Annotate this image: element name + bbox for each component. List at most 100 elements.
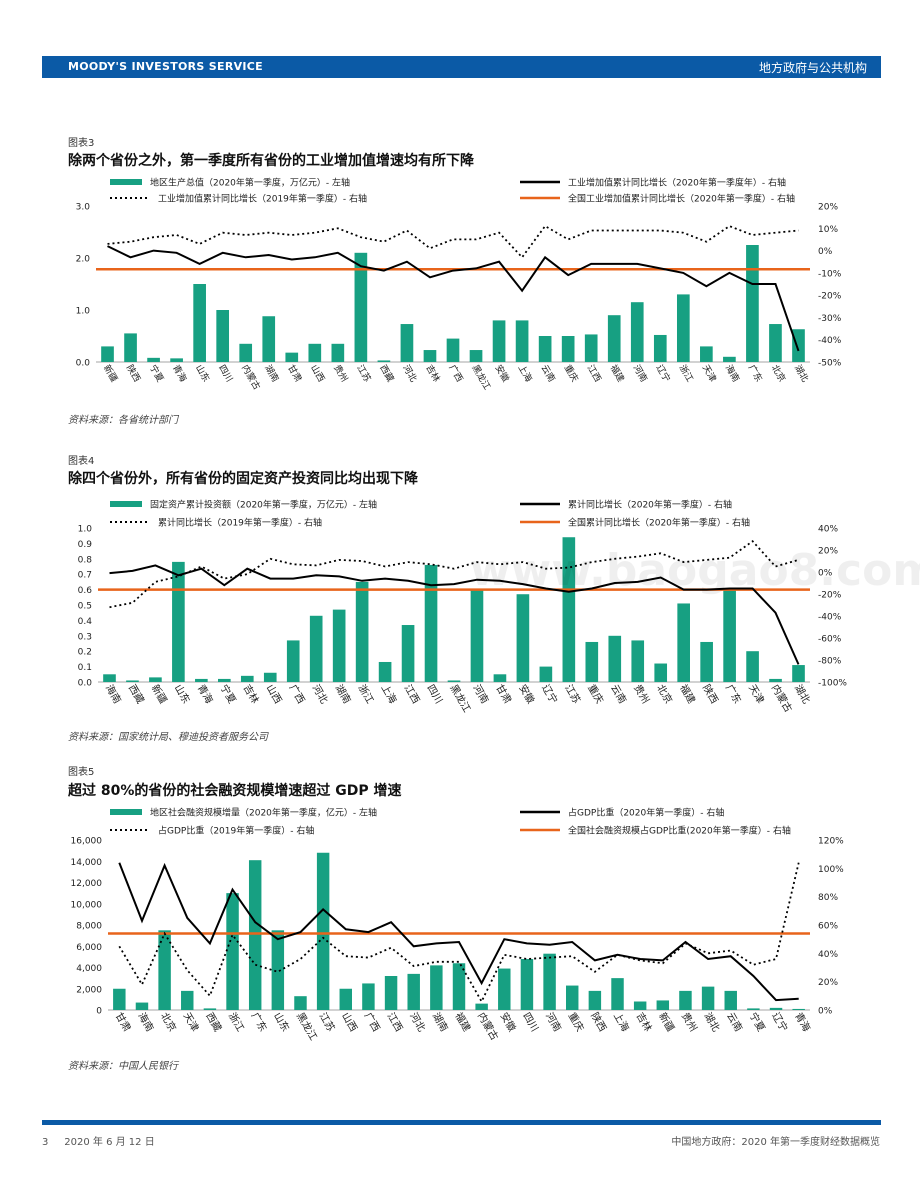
- y-right-tick-label: -100%: [818, 679, 847, 689]
- page-number: 3: [42, 1137, 49, 1148]
- bar-安徽: [498, 968, 511, 1010]
- x-tick-label-福建: 福建: [452, 1010, 473, 1034]
- bar-陕西: [700, 641, 713, 682]
- bar-上海: [515, 320, 529, 362]
- bar-青海: [170, 358, 183, 362]
- bar-河北: [400, 324, 414, 362]
- x-tick-label-贵州: 贵州: [331, 363, 350, 385]
- bar-四川: [424, 564, 438, 682]
- bar-湖北: [792, 665, 805, 682]
- bar-湖南: [332, 609, 346, 682]
- x-tick-label-贵州: 贵州: [631, 682, 652, 706]
- bar-西藏: [126, 680, 139, 682]
- y-left-tick-label: 16,000: [71, 837, 103, 847]
- x-tick-label-内蒙古: 内蒙古: [769, 682, 795, 714]
- bar-辽宁: [769, 1007, 783, 1010]
- bar-贵州: [331, 343, 345, 362]
- bar-重庆: [565, 985, 579, 1010]
- y-left-tick-label: 10,000: [71, 900, 103, 910]
- x-tick-label-天津: 天津: [181, 1011, 201, 1034]
- x-tick-label-浙江: 浙江: [356, 683, 376, 706]
- y-right-tick-label: -80%: [818, 657, 842, 667]
- bar-江西: [401, 625, 415, 682]
- bar-吉林: [633, 1001, 647, 1010]
- x-tick-label-吉林: 吉林: [423, 363, 442, 385]
- bar-北京: [158, 930, 171, 1010]
- bar-湖南: [262, 316, 276, 362]
- bar-河北: [309, 615, 323, 682]
- x-tick-label-河北: 河北: [310, 683, 330, 706]
- x-tick-label-河北: 河北: [407, 1011, 427, 1034]
- x-tick-label-黑龙江: 黑龙江: [447, 682, 473, 714]
- bar-广西: [286, 640, 300, 682]
- bar-天津: [181, 990, 194, 1010]
- bar-吉林: [240, 675, 254, 682]
- bar-海南: [103, 674, 116, 682]
- x-tick-label-重庆: 重庆: [566, 1010, 587, 1034]
- x-tick-label-湖北: 湖北: [792, 683, 812, 706]
- bar-浙江: [355, 581, 369, 682]
- y-right-tick-label: -20%: [818, 292, 842, 302]
- bar-新疆: [149, 677, 162, 682]
- legend-bar-label: 地区社会融资规模增量（2020年第一季度，亿元）- 左轴: [150, 807, 377, 819]
- publish-date: 2020 年 6 月 12 日: [64, 1137, 155, 1148]
- section-title: 地方政府与公共机构: [758, 61, 867, 75]
- x-tick-label-广东: 广东: [746, 363, 765, 385]
- x-tick-label-上海: 上海: [611, 1010, 632, 1034]
- figure-3-chart: 地区生产总值（2020年第一季度，万亿元）- 左轴 工业增加值累计同比增长（202…: [76, 177, 842, 392]
- series-2019-dotted-line: [118, 862, 800, 1004]
- bar-江苏: [316, 852, 330, 1010]
- legend-bar-swatch: [110, 809, 142, 815]
- bar-浙江: [226, 893, 239, 1010]
- bar-广东: [746, 245, 759, 362]
- figure-4-chart: 固定资产累计投资额（2020年第一季度，万亿元）- 左轴 累计同比增长（2020年…: [78, 499, 848, 715]
- x-tick-label-甘肃: 甘肃: [113, 1010, 134, 1034]
- bar-河南: [470, 589, 484, 682]
- x-tick-label-西藏: 西藏: [377, 363, 396, 385]
- bar-海南: [723, 356, 736, 362]
- x-tick-label-江苏: 江苏: [562, 682, 583, 706]
- header-bar: MOODY'S INVESTORS SERVICE 地方政府与公共机构: [42, 56, 881, 78]
- x-tick-label-上海: 上海: [379, 682, 400, 706]
- x-tick-label-海南: 海南: [135, 1010, 156, 1034]
- legend-dotted-label: 工业增加值累计同比增长（2019年第一季度）- 右轴: [158, 193, 367, 205]
- legend-line-label: 累计同比增长（2020年第一季度）- 右轴: [568, 499, 732, 511]
- y-left-tick-label: 12,000: [71, 879, 103, 889]
- y-left-tick-label: 3.0: [76, 203, 91, 213]
- series-2020-solid-line: [107, 245, 800, 352]
- x-tick-label-陕西: 陕西: [588, 1010, 609, 1034]
- series-2019-dotted-line: [107, 224, 799, 259]
- x-tick-label-吉林: 吉林: [241, 682, 262, 706]
- y-left-tick-label: 0.6: [78, 586, 93, 596]
- legend-bar-label: 地区生产总值（2020年第一季度，万亿元）- 左轴: [150, 177, 350, 189]
- bar-吉林: [423, 350, 437, 362]
- y-right-tick-label: 40%: [818, 525, 838, 535]
- x-tick-label-甘肃: 甘肃: [493, 682, 514, 706]
- y-right-tick-label: -30%: [818, 314, 842, 324]
- x-tick-label-山东: 山东: [271, 1010, 292, 1034]
- legend-line-label: 占GDP比重（2020年第一季度）- 右轴: [568, 807, 724, 819]
- bar-西藏: [203, 1008, 217, 1010]
- x-tick-label-广西: 广西: [287, 683, 307, 706]
- y-right-tick-label: -20%: [818, 591, 842, 601]
- bar-上海: [611, 978, 624, 1010]
- legend-line-label: 工业增加值累计同比增长（2020年第一季度年）- 右轴: [568, 177, 786, 189]
- bar-湖北: [792, 329, 805, 362]
- figure-5-source: 资料来源：中国人民银行: [68, 1061, 178, 1072]
- y-right-tick-label: 10%: [818, 225, 838, 235]
- x-tick-label-上海: 上海: [516, 363, 535, 385]
- x-tick-label-宁夏: 宁夏: [747, 1010, 768, 1034]
- y-left-tick-label: 0.5: [78, 602, 92, 612]
- figure-5-label: 图表5: [68, 767, 95, 778]
- bar-广东: [248, 860, 262, 1010]
- y-right-tick-label: 40%: [818, 950, 838, 960]
- bar-江苏: [562, 537, 576, 682]
- x-tick-label-山西: 山西: [264, 683, 284, 706]
- legend-ref-label: 全国工业增加值累计同比增长（2020年第一季度）- 右轴: [568, 193, 795, 205]
- bar-云南: [608, 635, 622, 682]
- y-left-tick-label: 0.0: [76, 359, 91, 369]
- bar-浙江: [676, 294, 690, 362]
- legend-bar-label: 固定资产累计投资额（2020年第一季度，万亿元）- 左轴: [150, 499, 377, 511]
- footer-report-title: 中国地方政府：2020 年第一季度财经数据概览: [671, 1137, 880, 1148]
- bar-北京: [769, 324, 782, 362]
